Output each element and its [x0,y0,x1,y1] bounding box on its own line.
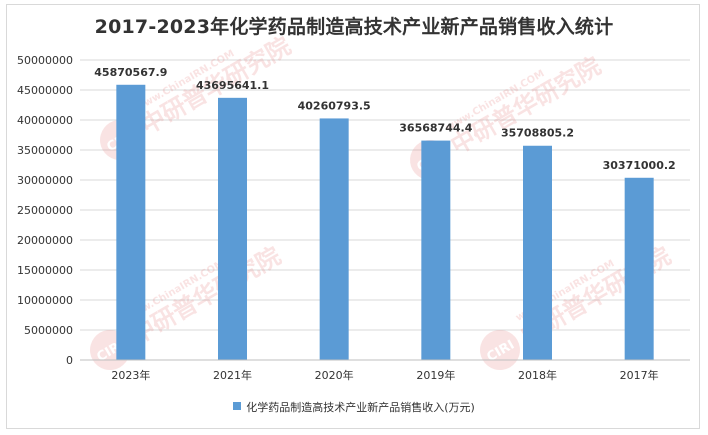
data-label: 45870567.9 [94,66,167,79]
x-tick-label: 2018年 [518,368,557,382]
data-label: 35708805.2 [501,127,574,140]
y-tick-label: 35000000 [17,144,73,157]
y-tick-label: 5000000 [24,324,73,337]
y-tick-label: 20000000 [17,234,73,247]
bar [218,97,247,360]
bar [116,84,146,360]
data-label: 40260793.5 [298,99,371,112]
data-label: 43695641.1 [196,79,269,92]
data-label: 36568744.4 [399,122,472,135]
y-tick-label: 25000000 [17,204,73,217]
x-tick-label: 2017年 [620,368,659,382]
legend-label: 化学药品制造高技术产业新产品销售收入(万元) [246,401,475,414]
y-tick-label: 40000000 [17,114,73,127]
y-tick-label: 50000000 [17,54,73,67]
legend: 化学药品制造高技术产业新产品销售收入(万元) [0,399,708,415]
svg-text:中研普华研究院: 中研普华研究院 [126,242,285,350]
x-tick-label: 2019年 [416,368,455,382]
bar [624,177,654,360]
y-tick-label: 15000000 [17,264,73,277]
x-tick-label: 2021年 [213,368,252,382]
svg-text:中研普华研究院: 中研普华研究院 [446,52,605,160]
y-tick-label: 45000000 [17,84,73,97]
y-tick-label: 10000000 [17,294,73,307]
y-tick-label: 0 [66,354,73,367]
x-tick-label: 2020年 [315,368,354,382]
x-tick-label: 2023年 [111,368,150,382]
y-tick-label: 30000000 [17,174,73,187]
bar [319,118,349,360]
bar [421,140,451,360]
chart-title: 2017-2023年化学药品制造高技术产业新产品销售收入统计 [94,16,614,38]
legend-swatch [233,402,242,410]
data-label: 30371000.2 [603,159,676,172]
bar [523,145,552,360]
